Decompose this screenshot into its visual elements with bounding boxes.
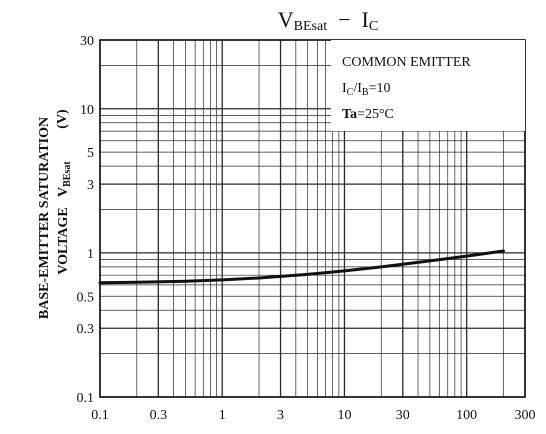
x-tick-label: 0.1: [91, 408, 109, 423]
x-tick-label: 300: [515, 408, 536, 423]
annotation-box: COMMON EMITTER IC/IB=10 Ta=25°C: [331, 40, 525, 131]
plot-frame: [99, 39, 526, 398]
x-tick-label: 30: [396, 408, 410, 423]
y-tick-label: 1: [87, 247, 94, 262]
annotation-current-ratio: IC/IB=10: [342, 81, 390, 98]
y-tick-label: 30: [80, 34, 94, 49]
y-tick-label: 0.1: [77, 391, 95, 406]
y-axis-label: BASE-EMITTER SATURATION VOLTAGE VBEsat: [37, 117, 73, 319]
chart-title: VBEsat − IC: [278, 7, 378, 34]
annotation-common-emitter: COMMON EMITTER: [342, 55, 471, 70]
y-axis-unit: (V): [55, 109, 70, 129]
y-axis-label-line1: BASE-EMITTER SATURATION: [37, 117, 52, 319]
y-tick-label: 0.3: [77, 322, 95, 337]
x-tick-labels: 0.1 0.3 1 3 10 30 100 300: [91, 408, 535, 423]
y-axis-unit-label: (V): [55, 109, 70, 129]
x-tick-label: 10: [337, 408, 351, 423]
y-axis-label-line2: VOLTAGE VBEsat: [56, 161, 73, 275]
x-tick-label: 3: [277, 408, 284, 423]
y-tick-label: 5: [87, 146, 94, 161]
y-tick-label: 0.5: [77, 290, 95, 305]
y-tick-labels: 0.1 0.3 0.5 1 3 5 10 30: [77, 34, 95, 406]
y-tick-label: 3: [87, 178, 94, 193]
annotation-background: [331, 40, 525, 131]
annotation-temperature: Ta=25°C: [342, 107, 394, 122]
series-line-vbesat: [98, 249, 505, 285]
x-tick-label: 0.3: [150, 408, 168, 423]
x-tick-label: 100: [456, 408, 477, 423]
x-tick-label: 1: [219, 408, 226, 423]
y-tick-label: 10: [80, 103, 94, 118]
series-layer: [98, 249, 505, 285]
